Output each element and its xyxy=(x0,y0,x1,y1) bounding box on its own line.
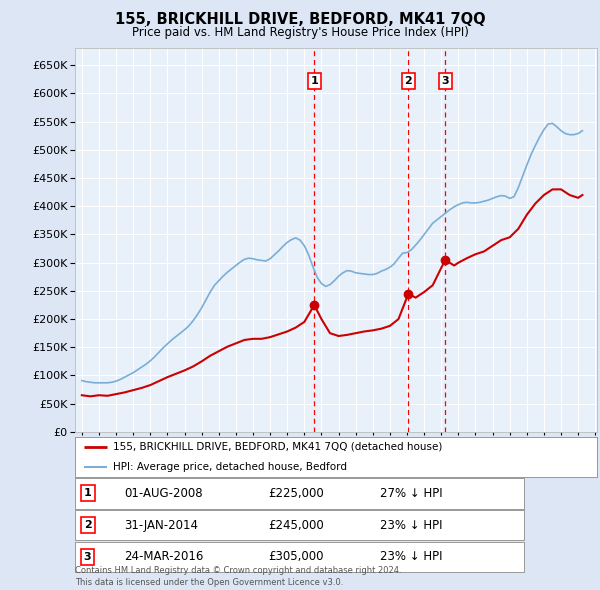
Text: 155, BRICKHILL DRIVE, BEDFORD, MK41 7QQ: 155, BRICKHILL DRIVE, BEDFORD, MK41 7QQ xyxy=(115,12,485,27)
Text: £305,000: £305,000 xyxy=(268,550,323,563)
Text: 27% ↓ HPI: 27% ↓ HPI xyxy=(380,487,443,500)
Text: 1: 1 xyxy=(310,76,318,86)
Text: 3: 3 xyxy=(442,76,449,86)
Text: 31-JAN-2014: 31-JAN-2014 xyxy=(124,519,199,532)
Text: 1: 1 xyxy=(83,489,91,498)
Text: 01-AUG-2008: 01-AUG-2008 xyxy=(124,487,203,500)
Text: 2: 2 xyxy=(404,76,412,86)
Text: 3: 3 xyxy=(84,552,91,562)
Text: HPI: Average price, detached house, Bedford: HPI: Average price, detached house, Bedf… xyxy=(113,462,347,471)
Text: Contains HM Land Registry data © Crown copyright and database right 2024.
This d: Contains HM Land Registry data © Crown c… xyxy=(75,566,401,587)
Text: £245,000: £245,000 xyxy=(268,519,324,532)
Text: 24-MAR-2016: 24-MAR-2016 xyxy=(124,550,204,563)
Text: £225,000: £225,000 xyxy=(268,487,324,500)
Text: 155, BRICKHILL DRIVE, BEDFORD, MK41 7QQ (detached house): 155, BRICKHILL DRIVE, BEDFORD, MK41 7QQ … xyxy=(113,442,442,451)
Text: 23% ↓ HPI: 23% ↓ HPI xyxy=(380,550,443,563)
Text: Price paid vs. HM Land Registry's House Price Index (HPI): Price paid vs. HM Land Registry's House … xyxy=(131,26,469,39)
Text: 2: 2 xyxy=(83,520,91,530)
Text: 23% ↓ HPI: 23% ↓ HPI xyxy=(380,519,443,532)
